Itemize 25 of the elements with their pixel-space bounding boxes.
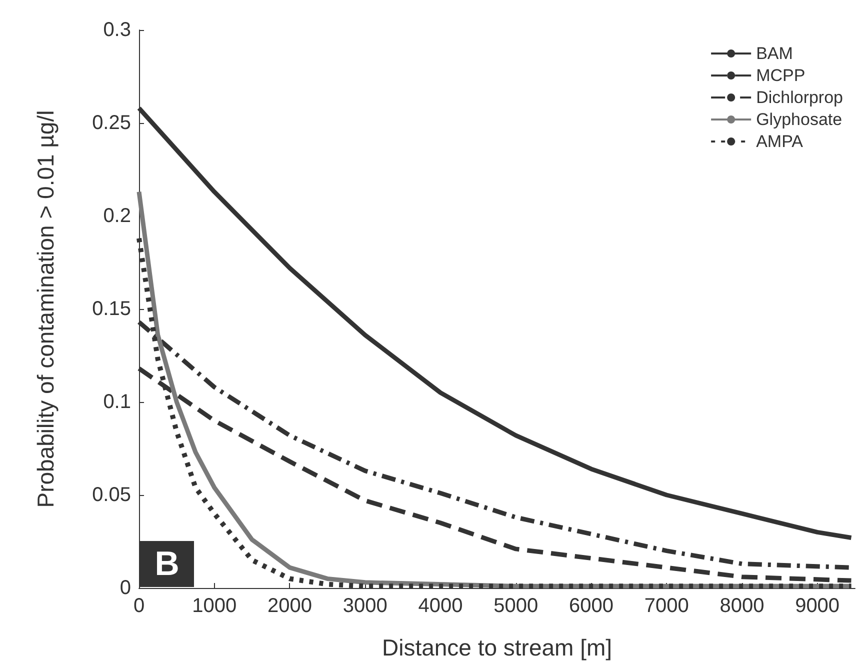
x-tick-label: 1000: [192, 595, 237, 617]
x-tick-label: 8000: [720, 595, 764, 617]
annotation: B: [154, 545, 180, 583]
y-tick-label: 0.15: [92, 298, 131, 320]
legend-label: BAM: [756, 44, 793, 63]
x-tick-label: 4000: [418, 595, 463, 617]
legend-label: Dichlorprop: [756, 88, 844, 107]
y-tick-label: 0.1: [103, 391, 131, 413]
y-tick-label: 0.3: [103, 19, 131, 41]
y-tick-label: 0.2: [103, 205, 131, 227]
x-tick-label: 9000: [795, 595, 840, 617]
legend-label: Glyphosate: [756, 110, 842, 129]
x-axis-title: Distance to stream [m]: [382, 634, 612, 660]
x-tick-label: 5000: [494, 595, 538, 617]
x-tick-label: 3000: [342, 595, 388, 617]
y-tick-label: 0.05: [92, 484, 131, 506]
y-axis-title: Probability of contamination > 0.01 µg/l: [32, 110, 58, 508]
legend-label: AMPA: [756, 132, 804, 151]
y-tick-label: 0.25: [92, 112, 131, 134]
y-tick-label: 0: [120, 577, 131, 599]
x-tick-label: 7000: [644, 595, 689, 617]
legend-label: MCPP: [756, 66, 806, 85]
x-tick-label: 2000: [267, 595, 312, 617]
x-tick-label: 6000: [568, 595, 614, 617]
x-tick-label: 0: [133, 595, 145, 617]
